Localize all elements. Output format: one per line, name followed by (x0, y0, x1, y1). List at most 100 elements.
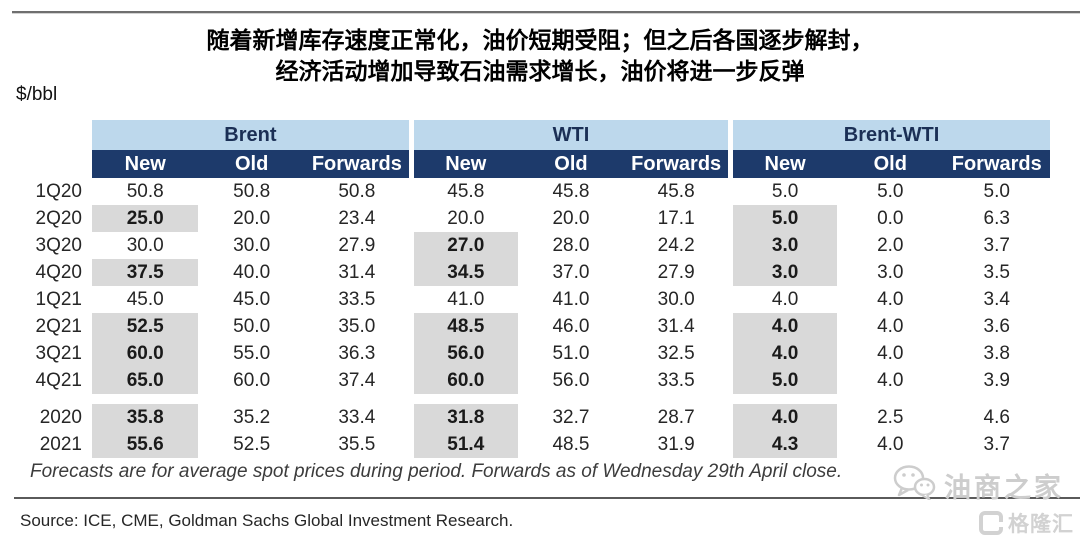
col-header-new: New (92, 150, 199, 178)
col-header-old: Old (517, 150, 625, 178)
cell-value: 27.9 (304, 232, 412, 259)
cell-value: 55.6 (92, 431, 199, 458)
cell-value: 4.6 (943, 404, 1050, 431)
cell-value: 0.0 (837, 205, 944, 232)
cell-value: 36.3 (304, 340, 412, 367)
wechat-icon (892, 464, 936, 507)
cell-value: 24.2 (624, 232, 731, 259)
cell-value: 17.1 (624, 205, 731, 232)
cell-value: 4.0 (837, 431, 944, 458)
cell-value: 52.5 (92, 313, 199, 340)
table-row: 4Q21 65.0 60.0 37.4 60.0 56.0 33.5 5.0 4.0 3.9 (20, 367, 1050, 394)
table-row: 3Q21 60.0 55.0 36.3 56.0 51.0 32.5 4.0 4.0 3.8 (20, 340, 1050, 367)
bottom-divider (14, 497, 1080, 499)
cell-value: 4.0 (728, 286, 838, 313)
group-header-wti: WTI (408, 120, 731, 150)
table-row: 2020 35.8 35.2 33.4 31.8 32.7 28.7 4.0 2.5 4.6 (20, 404, 1050, 431)
table-row: 4Q20 37.5 40.0 31.4 34.5 37.0 27.9 3.0 3.0 3.5 (20, 259, 1050, 286)
cell-value: 50.0 (198, 313, 305, 340)
footnote: Forecasts are for average spot prices du… (30, 461, 843, 482)
cell-value: 20.0 (517, 205, 625, 232)
cell-value: 31.9 (624, 431, 731, 458)
row-label: 4Q21 (20, 367, 92, 394)
cell-value: 65.0 (92, 367, 199, 394)
cell-value: 41.0 (517, 286, 625, 313)
cell-value: 31.8 (408, 404, 518, 431)
cell-value: 3.7 (943, 232, 1050, 259)
cell-value: 3.8 (943, 340, 1050, 367)
cell-value: 30.0 (624, 286, 731, 313)
figure-title: 随着新增库存速度正常化，油价短期受阻；但之后各国逐步解封， 经济活动增加导致石油… (0, 25, 1080, 87)
col-header-new: New (408, 150, 518, 178)
col-header-forwards: Forwards (304, 150, 412, 178)
forecast-table-wrap: Brent WTI Brent-WTI New Old Forwards New… (20, 120, 1050, 458)
cell-value: 30.0 (198, 232, 305, 259)
col-header-old: Old (837, 150, 944, 178)
cell-value: 28.7 (624, 404, 731, 431)
corner-cell (20, 120, 92, 150)
cell-value: 35.0 (304, 313, 412, 340)
cell-value: 4.0 (728, 340, 838, 367)
cell-value: 4.0 (837, 286, 944, 313)
cell-value: 3.5 (943, 259, 1050, 286)
table-row: 1Q21 45.0 45.0 33.5 41.0 41.0 30.0 4.0 4.0 3.4 (20, 286, 1050, 313)
gelonghui-watermark-text: 格隆汇 (1008, 513, 1074, 536)
row-label: 4Q20 (20, 259, 92, 286)
cell-value: 3.9 (943, 367, 1050, 394)
row-label: 3Q20 (20, 232, 92, 259)
cell-value: 2.0 (837, 232, 944, 259)
cell-value: 50.8 (198, 178, 305, 205)
cell-value: 37.4 (304, 367, 412, 394)
cell-value: 3.0 (728, 232, 838, 259)
group-header-row: Brent WTI Brent-WTI (20, 120, 1050, 150)
cell-value: 20.0 (408, 205, 518, 232)
wechat-watermark: 油商之家 (892, 464, 1064, 507)
row-label: 1Q21 (20, 286, 92, 313)
cell-value: 3.4 (943, 286, 1050, 313)
cell-value: 37.0 (517, 259, 625, 286)
cell-value: 27.0 (408, 232, 518, 259)
cell-value: 5.0 (728, 205, 838, 232)
cell-value: 5.0 (728, 178, 838, 205)
cell-value: 3.6 (943, 313, 1050, 340)
cell-value: 56.0 (408, 340, 518, 367)
forecast-table: Brent WTI Brent-WTI New Old Forwards New… (20, 120, 1050, 458)
cell-value: 37.5 (92, 259, 199, 286)
cell-value: 60.0 (408, 367, 518, 394)
table-row: 2Q21 52.5 50.0 35.0 48.5 46.0 31.4 4.0 4.0 3.6 (20, 313, 1050, 340)
cell-value: 4.0 (837, 367, 944, 394)
cell-value: 5.0 (837, 178, 944, 205)
unit-label: $/bbl (16, 84, 58, 105)
cell-value: 28.0 (517, 232, 625, 259)
cell-value: 45.8 (408, 178, 518, 205)
cell-value: 55.0 (198, 340, 305, 367)
cell-value: 4.3 (728, 431, 838, 458)
corner-cell (20, 150, 92, 178)
cell-value: 52.5 (198, 431, 305, 458)
col-header-forwards: Forwards (624, 150, 731, 178)
cell-value: 46.0 (517, 313, 625, 340)
cell-value: 51.4 (408, 431, 518, 458)
cell-value: 32.7 (517, 404, 625, 431)
cell-value: 40.0 (198, 259, 305, 286)
col-header-old: Old (198, 150, 305, 178)
cell-value: 4.0 (837, 340, 944, 367)
cell-value: 33.5 (304, 286, 412, 313)
cell-value: 33.4 (304, 404, 412, 431)
cell-value: 34.5 (408, 259, 518, 286)
cell-value: 51.0 (517, 340, 625, 367)
cell-value: 5.0 (728, 367, 838, 394)
cell-value: 45.0 (92, 286, 199, 313)
cell-value: 4.0 (728, 404, 838, 431)
table-row: 3Q20 30.0 30.0 27.9 27.0 28.0 24.2 3.0 2.0 3.7 (20, 232, 1050, 259)
table-row: 2021 55.6 52.5 35.5 51.4 48.5 31.9 4.3 4.0 3.7 (20, 431, 1050, 458)
cell-value: 32.5 (624, 340, 731, 367)
cell-value: 3.0 (728, 259, 838, 286)
row-label: 1Q20 (20, 178, 92, 205)
row-label: 2020 (20, 404, 92, 431)
wechat-watermark-text: 油商之家 (944, 473, 1064, 503)
cell-value: 35.5 (304, 431, 412, 458)
cell-value: 45.8 (517, 178, 625, 205)
gelonghui-watermark: 格隆汇 (979, 508, 1074, 538)
figure-title-line2: 经济活动增加导致石油需求增长，油价将进一步反弹 (275, 58, 805, 84)
